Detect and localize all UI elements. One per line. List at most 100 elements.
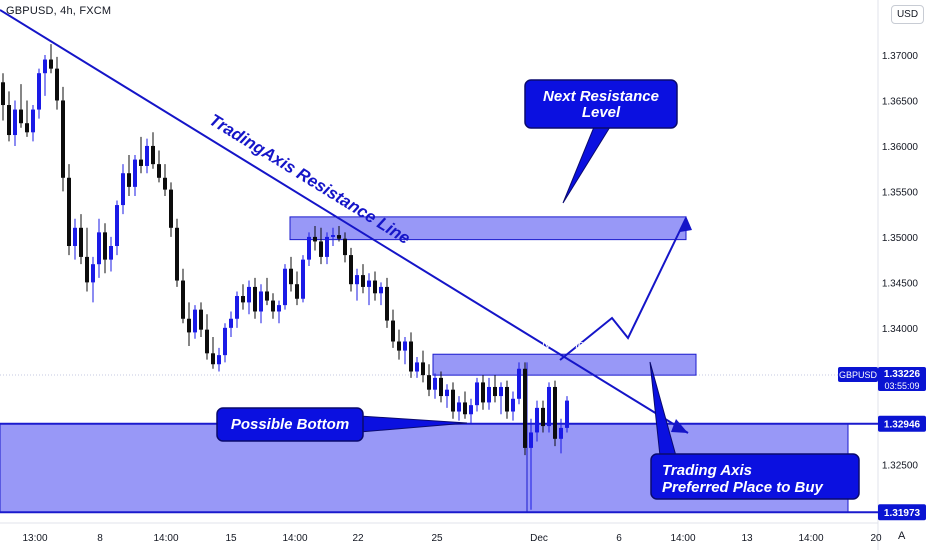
time-tick: Dec (530, 533, 548, 544)
candle-body (19, 109, 23, 124)
time-tick: 22 (352, 533, 364, 544)
candle-body (151, 145, 155, 165)
candle-body (307, 236, 311, 260)
candle (223, 323, 227, 363)
candle (505, 380, 509, 419)
candle (433, 373, 437, 399)
level-top-text: 1.32946 (884, 420, 921, 431)
callout-next-resistance (524, 79, 678, 129)
candle-body (511, 398, 515, 412)
callout-preferred-buy (650, 453, 860, 500)
candle-body (211, 353, 215, 365)
candle-body (247, 286, 251, 303)
candle-body (343, 238, 347, 256)
candle (193, 305, 197, 339)
candle-body (325, 236, 329, 257)
candle (337, 225, 341, 242)
candle-body (457, 402, 461, 412)
candle (379, 282, 383, 306)
candle (91, 256, 95, 303)
candle (241, 284, 245, 310)
price-tick: 1.36000 (882, 142, 919, 153)
level-top-tag (878, 415, 926, 432)
price-tick: 1.37000 (882, 51, 919, 62)
time-tick: 13:00 (22, 533, 47, 544)
symbol-label[interactable]: GBPUSD, 4h, FXCM (6, 5, 112, 17)
time-tick: 14:00 (282, 533, 307, 544)
candle (55, 56, 59, 110)
candle-body (61, 100, 65, 178)
candle (421, 350, 425, 383)
candle (271, 293, 275, 319)
candle (559, 418, 563, 454)
time-tick: 8 (97, 533, 103, 544)
candle (37, 68, 41, 119)
callout-next-resistance-line1: Next Resistance (543, 88, 659, 105)
callout-possible-bottom (216, 407, 364, 442)
candle-body (565, 400, 569, 428)
candle (547, 382, 551, 433)
candle-body (331, 235, 335, 237)
candle-body (79, 227, 83, 257)
auto-scale-button[interactable]: A (898, 530, 906, 542)
candle-body (109, 245, 113, 260)
candle-body (73, 227, 77, 246)
candle-body (199, 309, 203, 330)
candle-body (31, 109, 35, 133)
candle (541, 400, 545, 433)
candle (85, 227, 89, 292)
candle-body (439, 377, 443, 397)
candle-body (373, 280, 377, 294)
time-tick: 14:00 (798, 533, 823, 544)
candle-body (301, 259, 305, 299)
candle-body (349, 255, 353, 285)
candle (31, 105, 35, 142)
candle (103, 223, 107, 274)
candle-body (421, 362, 425, 376)
candle (67, 164, 71, 256)
candle (403, 336, 407, 365)
currency-button[interactable]: USD (891, 5, 924, 24)
candle (523, 362, 527, 456)
candle (73, 218, 77, 260)
candle (1, 73, 5, 121)
candle (499, 382, 503, 415)
candle-body (241, 296, 245, 303)
candle (127, 155, 131, 196)
candle-body (1, 82, 5, 106)
candle (79, 214, 83, 265)
candle-body (553, 386, 557, 439)
candle (181, 268, 185, 324)
candle-body (559, 427, 563, 439)
candle-body (391, 320, 395, 342)
candle (457, 396, 461, 421)
candle (235, 291, 239, 328)
candle (259, 284, 263, 324)
candle (427, 364, 431, 397)
candle (367, 273, 371, 306)
candle-body (43, 59, 47, 74)
candle-body (499, 386, 503, 397)
candle (325, 232, 329, 265)
neckline-label: Neckline (542, 339, 584, 351)
current-price-text: 1.33226 (884, 369, 921, 380)
trendline-arrowhead (671, 419, 688, 433)
candle-body (187, 318, 191, 333)
candle-body (235, 296, 239, 319)
candle (205, 314, 209, 360)
candle (301, 255, 305, 303)
candle (313, 225, 317, 251)
level-bottom-tag (878, 504, 926, 521)
candle (109, 236, 113, 272)
time-tick: 15 (225, 533, 237, 544)
candle-body (175, 227, 179, 281)
candle (19, 84, 23, 128)
candle-body (319, 241, 323, 257)
candle (283, 264, 287, 310)
time-tick: 14:00 (670, 533, 695, 544)
candle-body (361, 275, 365, 287)
candle (115, 200, 119, 256)
candle (253, 277, 257, 319)
